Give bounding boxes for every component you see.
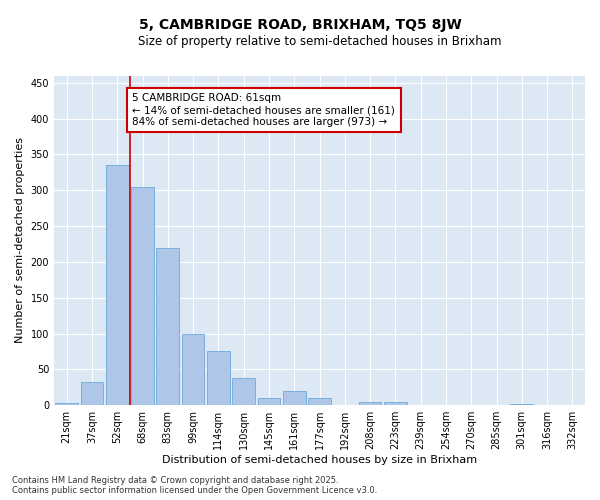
Bar <box>106 165 128 405</box>
Bar <box>182 334 205 405</box>
X-axis label: Distribution of semi-detached houses by size in Brixham: Distribution of semi-detached houses by … <box>162 455 477 465</box>
Text: Contains HM Land Registry data © Crown copyright and database right 2025.
Contai: Contains HM Land Registry data © Crown c… <box>12 476 377 495</box>
Y-axis label: Number of semi-detached properties: Number of semi-detached properties <box>15 138 25 344</box>
Bar <box>308 398 331 405</box>
Bar <box>257 398 280 405</box>
Title: Size of property relative to semi-detached houses in Brixham: Size of property relative to semi-detach… <box>138 35 501 48</box>
Bar <box>283 391 305 405</box>
Bar <box>207 352 230 405</box>
Bar <box>55 403 78 405</box>
Bar <box>359 402 382 405</box>
Bar <box>232 378 255 405</box>
Bar <box>80 382 103 405</box>
Bar <box>131 186 154 405</box>
Text: 5 CAMBRIDGE ROAD: 61sqm
← 14% of semi-detached houses are smaller (161)
84% of s: 5 CAMBRIDGE ROAD: 61sqm ← 14% of semi-de… <box>133 94 395 126</box>
Text: 5, CAMBRIDGE ROAD, BRIXHAM, TQ5 8JW: 5, CAMBRIDGE ROAD, BRIXHAM, TQ5 8JW <box>139 18 461 32</box>
Bar <box>511 404 533 405</box>
Bar <box>157 248 179 405</box>
Bar <box>384 402 407 405</box>
